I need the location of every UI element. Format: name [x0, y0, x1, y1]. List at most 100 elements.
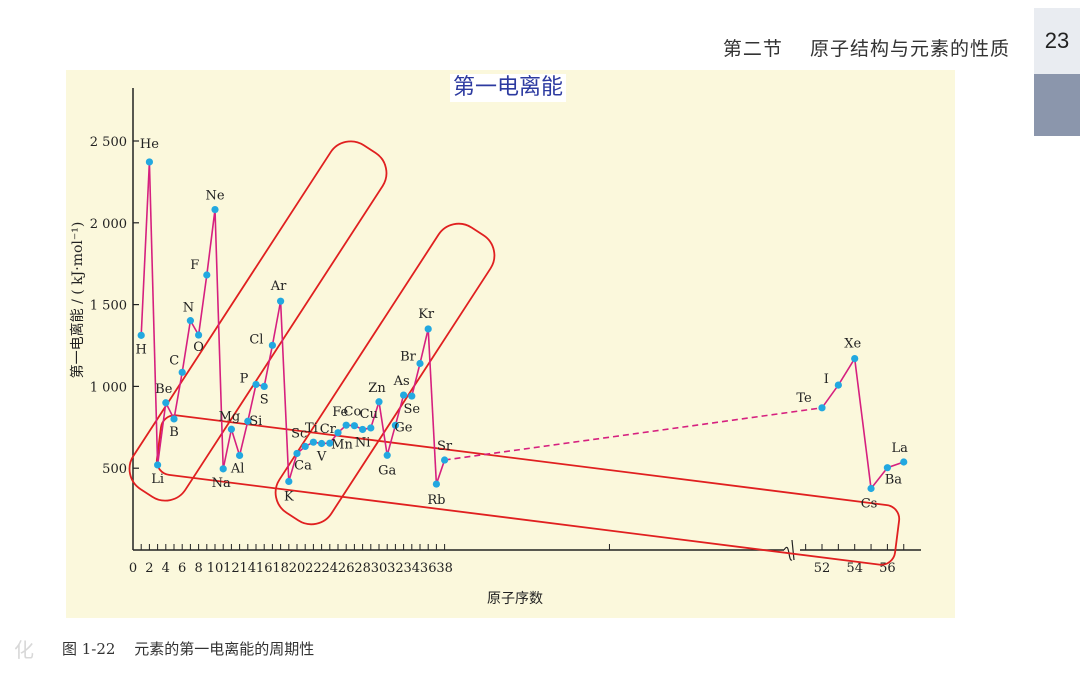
point-label: Co — [344, 405, 362, 420]
data-point — [408, 392, 416, 400]
point-label: Fe — [332, 405, 348, 420]
data-point — [400, 391, 408, 399]
series-segment — [821, 384, 839, 409]
series-segment — [853, 358, 872, 489]
series-segment — [870, 467, 889, 489]
y-axis-label: 第一电离能 / ( kJ·mol⁻¹) — [69, 222, 86, 379]
point-label: Te — [796, 391, 812, 406]
data-point — [851, 354, 859, 363]
series-segment — [173, 372, 183, 420]
data-point — [900, 458, 908, 466]
series-segment — [263, 345, 274, 387]
data-point — [260, 382, 268, 390]
point-label: Ar — [270, 279, 287, 294]
point-label: Ni — [355, 435, 371, 450]
point-label: I — [824, 372, 829, 387]
point-label: C — [169, 353, 179, 368]
corner-watermark: 化 — [14, 638, 34, 662]
point-label: Mg — [219, 409, 241, 424]
point-label: Cl — [249, 332, 263, 347]
x-tick-label: 2 — [145, 561, 153, 576]
x-tick-label: 38 — [436, 561, 453, 576]
data-point — [342, 421, 350, 429]
point-label: Ti — [305, 421, 318, 436]
x-tick-label: 52 — [814, 561, 831, 576]
data-point — [154, 461, 162, 469]
series-segment — [419, 328, 429, 364]
point-label: H — [136, 342, 147, 357]
point-label: Ba — [885, 473, 903, 488]
series-segment — [222, 429, 233, 470]
data-point — [301, 442, 309, 451]
series-segment — [230, 429, 241, 456]
y-tick-label: 2 000 — [90, 217, 127, 232]
section-header: 第二节 原子结构与元素的性质 — [723, 34, 1010, 61]
frame-period-2 — [128, 140, 388, 502]
x-tick-label: 28 — [354, 561, 371, 576]
section-number: 第二节 — [722, 38, 783, 60]
chart-title: 第一电离能 — [450, 74, 567, 102]
point-label: Cu — [360, 407, 378, 422]
data-point — [867, 484, 875, 493]
data-point — [137, 331, 145, 339]
series-segment — [238, 421, 249, 456]
x-tick-label: 54 — [846, 561, 863, 576]
point-label: Li — [151, 472, 164, 487]
x-tick-label: 34 — [404, 561, 421, 576]
data-point — [424, 325, 432, 333]
series-segment — [378, 401, 388, 456]
point-label: Mn — [331, 438, 353, 453]
data-point — [244, 417, 252, 425]
data-point — [203, 271, 211, 279]
data-point — [391, 421, 399, 429]
point-label: As — [393, 374, 410, 389]
point-label: K — [284, 489, 294, 504]
point-label: Cs — [861, 496, 878, 511]
data-point — [178, 368, 186, 376]
data-point — [285, 477, 293, 486]
x-tick-label: 20 — [289, 561, 306, 576]
series-segment — [247, 384, 257, 422]
point-label: Na — [212, 476, 231, 491]
figure-caption-text: 元素的第一电离能的周期性 — [134, 640, 315, 658]
x-tick-label: 16 — [256, 561, 273, 576]
x-tick-label: 8 — [194, 561, 202, 576]
data-point — [883, 464, 892, 472]
series-segment — [140, 161, 151, 336]
point-label: Sc — [291, 426, 307, 441]
point-label: Be — [155, 382, 173, 397]
axis-break-mark — [783, 539, 795, 561]
data-point — [326, 439, 334, 447]
data-point — [350, 422, 358, 430]
series-segment — [206, 209, 216, 276]
section-title: 原子结构与元素的性质 — [809, 38, 1010, 60]
point-label: Br — [400, 349, 417, 364]
x-tick-label: 26 — [338, 561, 355, 576]
point-label: Cr — [320, 422, 337, 437]
data-point — [375, 398, 383, 406]
data-point — [277, 297, 285, 305]
series-segment — [394, 394, 405, 426]
chart-background — [66, 70, 955, 618]
point-label: Al — [230, 461, 245, 476]
y-tick-label: 1 500 — [90, 299, 127, 314]
point-label: Kr — [418, 307, 435, 322]
point-label: V — [316, 449, 327, 464]
page-number: 23 — [1034, 8, 1080, 74]
data-point — [293, 449, 301, 458]
data-point — [441, 456, 449, 464]
data-point — [219, 465, 227, 473]
point-label: B — [169, 425, 179, 440]
data-point — [195, 331, 203, 339]
data-point — [359, 425, 367, 434]
series-segment — [197, 274, 208, 336]
frame-alkali-metals — [155, 414, 901, 566]
x-tick-label: 6 — [178, 561, 186, 576]
series-segment — [444, 407, 823, 461]
data-point — [145, 158, 153, 166]
point-label: Ne — [205, 189, 224, 204]
data-point — [268, 341, 276, 349]
point-label: La — [892, 441, 909, 456]
data-point — [818, 404, 826, 412]
x-tick-label: 18 — [272, 561, 289, 576]
